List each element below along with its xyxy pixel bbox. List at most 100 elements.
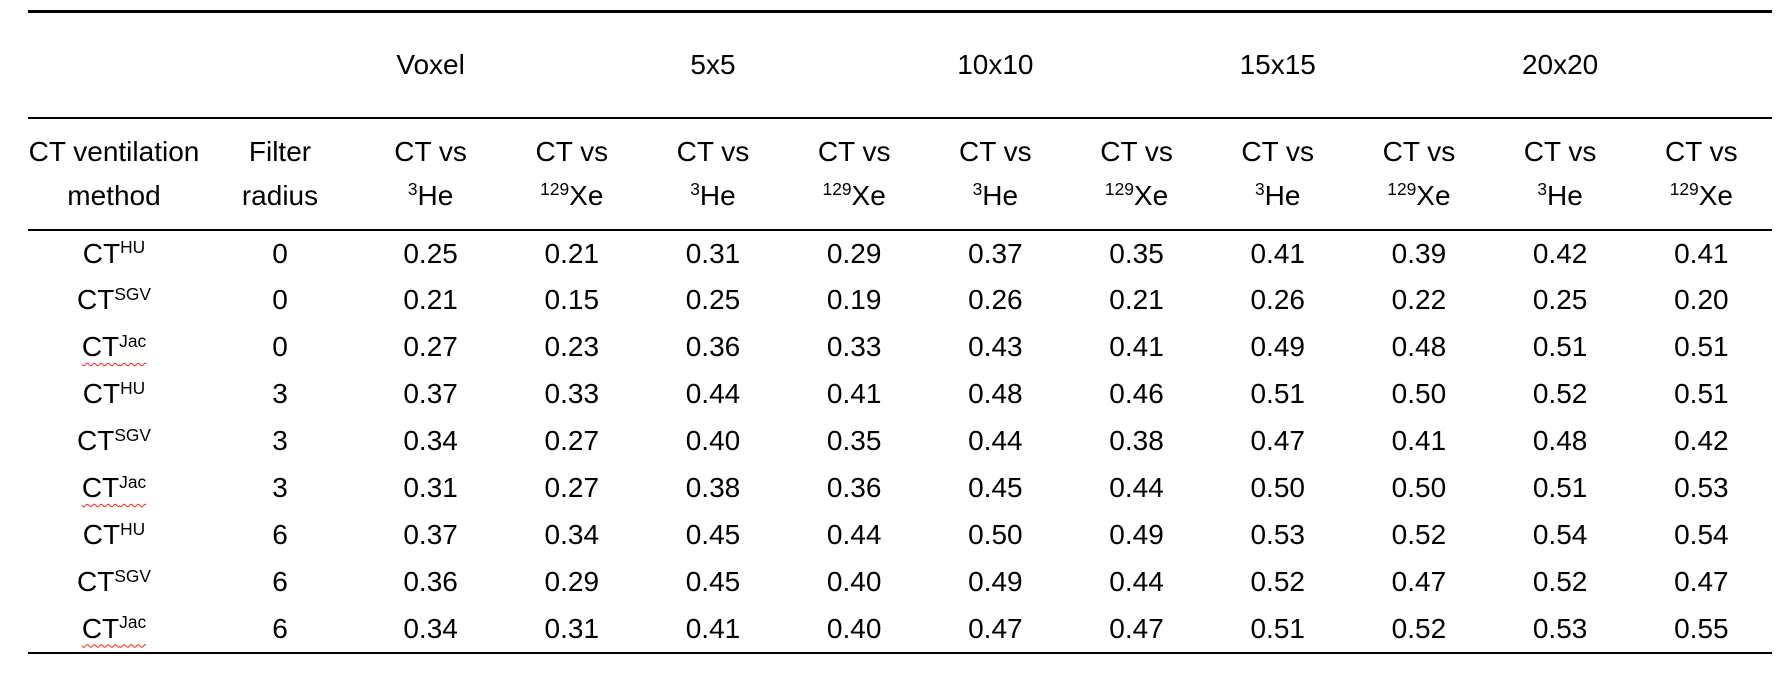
- correlation-value: 0.47: [1674, 566, 1729, 597]
- correlation-value: 0.52: [1391, 519, 1447, 550]
- method-base: CT: [81, 612, 120, 644]
- correlation-value: 0.21: [403, 284, 458, 315]
- correlation-value: 0.52: [1391, 612, 1447, 644]
- filter-radius-value: 3: [272, 378, 288, 409]
- ct-vs-label: CT vs: [817, 136, 891, 168]
- isotope-symbol: He: [1547, 179, 1583, 211]
- method-name: CTJac: [82, 331, 146, 362]
- col-header-filter-line1: Filter: [248, 136, 312, 168]
- correlation-value: 0.21: [544, 237, 600, 269]
- ct-ventilation-correlation-table: Voxel 5x5 10x10 15x15 20x20 CT ventilati…: [28, 10, 1772, 654]
- isotope-mass: 3: [1537, 179, 1548, 200]
- correlation-value: 0.29: [544, 566, 600, 597]
- isotope-mass: 129: [540, 179, 570, 200]
- col-header-ct-vs-129xe: CT vs 129Xe: [1630, 117, 1772, 231]
- correlation-value: 0.22: [1391, 284, 1447, 315]
- method-name: CTHU: [82, 237, 145, 269]
- correlation-value: 0.38: [685, 472, 741, 503]
- correlation-value: 0.51: [1674, 378, 1729, 409]
- col-header-filter-line2: radius: [241, 179, 319, 211]
- correlation-value: 0.37: [968, 237, 1023, 269]
- correlation-value: 0.41: [1109, 331, 1164, 362]
- empty-cell: [783, 11, 925, 119]
- method-cell: CTSGV: [28, 277, 200, 324]
- correlation-value: 0.46: [1109, 378, 1164, 409]
- empty-cell: [501, 11, 643, 119]
- correlation-value: 0.34: [403, 612, 458, 644]
- correlation-value: 0.31: [685, 237, 741, 269]
- method-base: CT: [77, 284, 115, 315]
- isotope-symbol: Xe: [851, 179, 886, 211]
- correlation-value: 0.36: [685, 331, 741, 362]
- group-header-5x5: 5x5: [642, 11, 784, 119]
- correlation-value: 0.15: [544, 284, 600, 315]
- correlation-value: 0.41: [1250, 237, 1305, 269]
- isotope-mass: 129: [1387, 179, 1417, 200]
- correlation-value: 0.50: [1250, 472, 1305, 503]
- col-header-ct-vs-129xe: CT vs 129Xe: [1065, 117, 1208, 231]
- isotope-mass: 129: [1104, 179, 1134, 200]
- correlation-value: 0.39: [1391, 237, 1447, 269]
- col-header-ct-vs-3he: CT vs 3He: [924, 117, 1066, 231]
- method-cell: CTJac: [28, 465, 200, 512]
- correlation-value: 0.53: [1674, 472, 1729, 503]
- col-header-ct-vs-129xe: CT vs 129Xe: [1348, 117, 1490, 231]
- correlation-value: 0.34: [544, 519, 600, 550]
- correlation-value: 0.25: [685, 284, 741, 315]
- correlation-value: 0.44: [685, 378, 741, 409]
- correlation-value: 0.27: [544, 425, 600, 456]
- col-header-ct-vs-129xe: CT vs 129Xe: [501, 117, 643, 231]
- method-base: CT: [81, 472, 120, 503]
- filter-radius-value: 6: [272, 519, 288, 550]
- correlation-value: 0.26: [968, 284, 1023, 315]
- correlation-value: 0.54: [1532, 519, 1588, 550]
- correlation-value: 0.52: [1532, 566, 1588, 597]
- correlation-value: 0.26: [1250, 284, 1305, 315]
- table-row: CTJac 6 0.34 0.31 0.41 0.40 0.47 0.47 0.51 0.52 0.…: [28, 606, 1772, 653]
- method-base: CT: [77, 425, 115, 456]
- correlation-value: 0.51: [1250, 378, 1305, 409]
- correlation-value: 0.42: [1532, 237, 1588, 269]
- table-row: CTSGV 6 0.36 0.29 0.45 0.40 0.49 0.44 0.52 0.47 0.…: [28, 559, 1772, 606]
- method-superscript: Jac: [119, 330, 147, 351]
- correlation-value: 0.47: [968, 612, 1023, 644]
- ct-vs-label: CT vs: [1382, 136, 1456, 168]
- group-header-10x10: 10x10: [924, 11, 1066, 119]
- correlation-value: 0.41: [826, 378, 882, 409]
- table-row: CTJac 0 0.27 0.23 0.36 0.33 0.43 0.41 0.49 0.48 0.…: [28, 324, 1772, 371]
- method-name: CTHU: [83, 378, 145, 409]
- isotope-symbol: He: [417, 179, 454, 211]
- method-name: CTHU: [83, 519, 145, 550]
- correlation-value: 0.53: [1532, 612, 1588, 644]
- col-header-method: CT ventilation method: [28, 117, 200, 231]
- correlation-value: 0.35: [826, 425, 882, 456]
- empty-cell: [28, 11, 200, 119]
- group-header-15x15: 15x15: [1207, 11, 1349, 119]
- method-superscript: SGV: [114, 424, 151, 445]
- isotope-mass: 3: [407, 179, 418, 200]
- correlation-value: 0.51: [1532, 331, 1588, 362]
- correlation-value: 0.53: [1250, 519, 1305, 550]
- table-row: CTJac 3 0.31 0.27 0.38 0.36 0.45 0.44 0.50 0.50 0.…: [28, 465, 1772, 512]
- correlation-value: 0.50: [1391, 472, 1447, 503]
- method-superscript: SGV: [114, 283, 151, 304]
- method-base: CT: [82, 237, 121, 269]
- correlation-value: 0.48: [1391, 331, 1447, 362]
- correlation-value: 0.36: [403, 566, 458, 597]
- correlation-value: 0.54: [1674, 519, 1729, 550]
- ct-vs-label: CT vs: [535, 136, 609, 168]
- correlation-value: 0.29: [826, 237, 882, 269]
- correlation-value: 0.40: [826, 612, 882, 644]
- correlation-value: 0.45: [968, 472, 1023, 503]
- isotope-symbol: He: [699, 179, 736, 211]
- correlation-value: 0.27: [544, 472, 600, 503]
- ct-vs-label: CT vs: [1241, 136, 1315, 168]
- correlation-value: 0.40: [826, 566, 882, 597]
- table-row: CTHU 6 0.37 0.34 0.45 0.44 0.50 0.49 0.53 0.52 0.5…: [28, 512, 1772, 559]
- col-header-ct-vs-129xe: CT vs 129Xe: [783, 117, 925, 231]
- isotope-mass: 129: [1669, 179, 1699, 200]
- correlation-value: 0.31: [403, 472, 458, 503]
- correlation-value: 0.25: [1532, 284, 1588, 315]
- correlation-value: 0.33: [544, 378, 600, 409]
